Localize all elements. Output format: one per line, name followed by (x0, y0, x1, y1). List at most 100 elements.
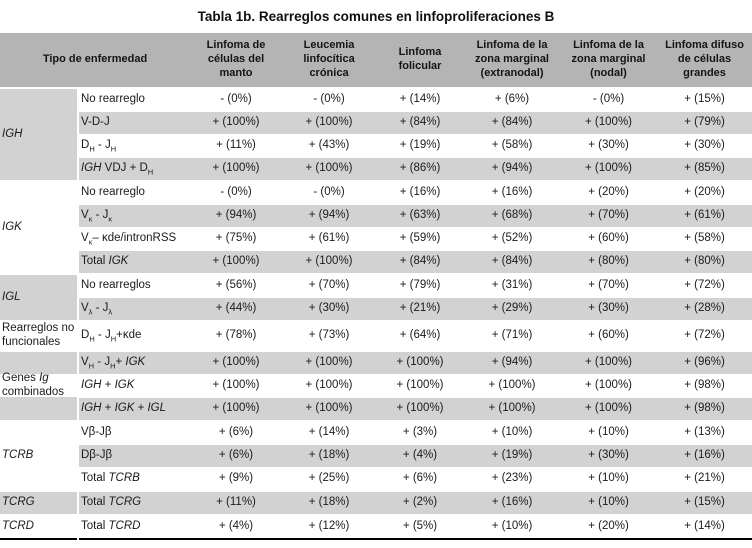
row-label-cell: Total IGK (78, 250, 191, 274)
value-cell: + (100%) (190, 111, 283, 135)
value-cell: + (100%) (282, 157, 377, 181)
value-cell: + (72%) (657, 273, 752, 298)
value-cell: + (100%) (560, 157, 658, 181)
row-label-cell: No rearreglos (78, 273, 191, 298)
group-label-cell: IGH (0, 87, 79, 181)
value-cell: + (100%) (190, 373, 283, 398)
value-cell: + (3%) (376, 419, 465, 445)
value-cell: - (0%) (190, 87, 283, 112)
value-cell: + (100%) (376, 349, 465, 375)
value-cell: + (60%) (560, 320, 658, 351)
value-cell: + (20%) (657, 180, 752, 205)
value-cell: + (20%) (560, 513, 658, 539)
value-cell: + (6%) (464, 87, 561, 112)
value-cell: + (44%) (190, 297, 283, 321)
group-label-cell: TCRG (0, 489, 79, 515)
value-cell: - (0%) (282, 180, 377, 205)
value-cell: + (85%) (657, 157, 752, 181)
value-cell: + (43%) (282, 134, 377, 158)
value-cell: + (14%) (282, 419, 377, 445)
value-cell: + (60%) (560, 227, 658, 251)
value-cell: + (80%) (657, 250, 752, 274)
value-cell: + (80%) (560, 250, 658, 274)
value-cell: + (86%) (376, 157, 465, 181)
value-cell: + (78%) (190, 320, 283, 351)
value-cell: + (73%) (282, 320, 377, 351)
value-cell: + (6%) (190, 419, 283, 445)
row-label-cell: DH - JH (78, 134, 191, 158)
table-row: Dβ-Jβ + (6%) + (18%) + (4%) + (19%) + (30%) + … (0, 443, 752, 468)
row-label-cell: No rearreglo (78, 87, 191, 112)
table-row: Vλ - Jλ + (44%) + (30%) + (21%) + (29%) + (30… (0, 297, 752, 321)
value-cell: + (13%) (657, 419, 752, 445)
value-cell: + (25%) (282, 466, 377, 491)
value-cell: + (98%) (657, 396, 752, 421)
table-row: IGH No rearreglo - (0%) - (0%) + (14%) + (6%)… (0, 87, 752, 181)
value-cell: - (0%) (282, 87, 377, 112)
value-cell: + (61%) (657, 204, 752, 228)
value-cell: + (11%) (190, 489, 283, 515)
row-label-cell: Dβ-Jβ (78, 443, 191, 468)
value-cell: + (30%) (282, 297, 377, 321)
value-cell: + (84%) (376, 250, 465, 274)
value-cell: + (12%) (282, 513, 377, 539)
value-cell: + (52%) (464, 227, 561, 251)
value-cell: + (10%) (560, 466, 658, 491)
table-row: IGH VDJ + DH + (100%) + (100%) + (86%) + (94… (0, 157, 752, 181)
table-row: IGH + IGK + (100%) + (100%) + (100%) + (100%… (0, 373, 752, 398)
value-cell: + (9%) (190, 466, 283, 491)
table-row: Total TCRB + (9%) + (25%) + (6%) + (23%) + (1… (0, 466, 752, 491)
row-label-cell: VH - JH+ IGK (78, 349, 191, 375)
value-cell: + (14%) (376, 87, 465, 112)
value-cell: + (75%) (190, 227, 283, 251)
value-cell: - (0%) (190, 180, 283, 205)
value-cell: - (0%) (560, 87, 658, 112)
value-cell: + (10%) (464, 419, 561, 445)
row-label-cell: IGH + IGK (78, 373, 191, 398)
column-header-1: Linfoma de células del manto (190, 33, 283, 89)
column-header-5: Linfoma de la zona marginal (nodal) (560, 33, 658, 89)
value-cell: + (100%) (282, 250, 377, 274)
value-cell: + (70%) (560, 204, 658, 228)
value-cell: + (4%) (376, 443, 465, 468)
group-label-cell: IGL (0, 273, 79, 321)
value-cell: + (72%) (657, 320, 752, 351)
table-title: Tabla 1b. Rearreglos comunes en linfopro… (197, 9, 555, 24)
row-label-cell: Total TCRD (78, 513, 191, 539)
table-row: TCRG Total TCRG + (11%) + (18%) + (2%) + (16%… (0, 489, 752, 515)
value-cell: + (21%) (657, 466, 752, 491)
value-cell: + (18%) (282, 489, 377, 515)
value-cell: + (64%) (376, 320, 465, 351)
value-cell: + (100%) (282, 349, 377, 375)
row-label-cell: Vλ - Jλ (78, 297, 191, 321)
value-cell: + (94%) (464, 157, 561, 181)
group-label-cell: Genes Ig combinados (0, 349, 79, 421)
value-cell: + (14%) (657, 513, 752, 539)
value-cell: + (63%) (376, 204, 465, 228)
table-row: IGK No rearreglo - (0%) - (0%) + (16%) + (16%… (0, 180, 752, 274)
table-row: Genes Ig combinados VH - JH+ IGK + (100%) +… (0, 349, 752, 421)
row-label-cell: V-D-J (78, 111, 191, 135)
column-header-6: Linfoma difuso de células grandes (657, 33, 752, 89)
value-cell: + (68%) (464, 204, 561, 228)
value-cell: + (70%) (560, 273, 658, 298)
value-cell: + (100%) (560, 349, 658, 375)
value-cell: + (19%) (376, 134, 465, 158)
value-cell: + (96%) (657, 349, 752, 375)
value-cell: + (94%) (464, 349, 561, 375)
value-cell: + (19%) (464, 443, 561, 468)
value-cell: + (28%) (657, 297, 752, 321)
group-label-cell: IGK (0, 180, 79, 274)
value-cell: + (100%) (560, 396, 658, 421)
value-cell: + (70%) (282, 273, 377, 298)
column-header-2: Leucemia linfocítica crónica (282, 33, 377, 89)
row-label-cell: No rearreglo (78, 180, 191, 205)
table-row: Rearreglos no funcionales DH - JH+κde + (7… (0, 320, 752, 351)
value-cell: + (6%) (376, 466, 465, 491)
value-cell: + (84%) (376, 111, 465, 135)
value-cell: + (31%) (464, 273, 561, 298)
value-cell: + (100%) (560, 111, 658, 135)
value-cell: + (30%) (560, 134, 658, 158)
value-cell: + (94%) (282, 204, 377, 228)
